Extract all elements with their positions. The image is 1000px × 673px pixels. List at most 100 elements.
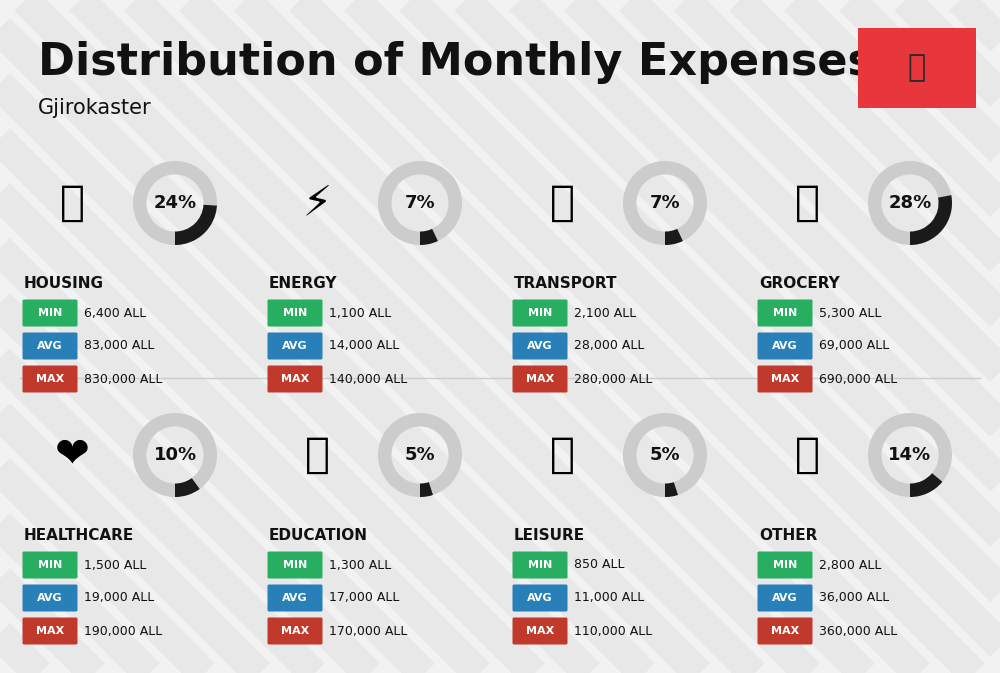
Wedge shape [623,161,707,245]
Text: 17,000 ALL: 17,000 ALL [329,592,399,604]
Text: 110,000 ALL: 110,000 ALL [574,625,652,637]
Text: MIN: MIN [528,560,552,570]
Text: 7%: 7% [405,194,435,212]
Text: 5,300 ALL: 5,300 ALL [819,306,881,320]
FancyBboxPatch shape [512,584,568,612]
Text: 👜: 👜 [794,434,820,476]
Text: AVG: AVG [37,593,63,603]
Text: LEISURE: LEISURE [514,528,585,543]
Text: 2,100 ALL: 2,100 ALL [574,306,636,320]
FancyBboxPatch shape [758,584,812,612]
FancyBboxPatch shape [268,618,322,645]
Text: 19,000 ALL: 19,000 ALL [84,592,154,604]
Wedge shape [378,413,462,497]
Text: 24%: 24% [153,194,197,212]
Text: MAX: MAX [526,626,554,636]
Text: 140,000 ALL: 140,000 ALL [329,372,407,386]
Text: MAX: MAX [281,374,309,384]
Wedge shape [623,413,707,497]
Text: 28%: 28% [888,194,932,212]
Text: 🎓: 🎓 [304,434,330,476]
Text: HEALTHCARE: HEALTHCARE [24,528,134,543]
FancyBboxPatch shape [268,365,322,392]
FancyBboxPatch shape [22,299,78,326]
Text: Distribution of Monthly Expenses: Distribution of Monthly Expenses [38,40,874,83]
Text: MAX: MAX [36,626,64,636]
Text: 5%: 5% [405,446,435,464]
Text: AVG: AVG [527,341,553,351]
Text: 🏢: 🏢 [60,182,84,224]
FancyBboxPatch shape [512,551,568,579]
Text: 830,000 ALL: 830,000 ALL [84,372,162,386]
Text: MIN: MIN [38,308,62,318]
FancyBboxPatch shape [858,28,976,108]
Wedge shape [133,161,217,245]
FancyBboxPatch shape [22,551,78,579]
Text: 170,000 ALL: 170,000 ALL [329,625,407,637]
Text: GROCERY: GROCERY [759,276,840,291]
FancyBboxPatch shape [512,618,568,645]
Text: 36,000 ALL: 36,000 ALL [819,592,889,604]
Wedge shape [420,482,433,497]
Text: 🚌: 🚌 [550,182,574,224]
Text: AVG: AVG [282,341,308,351]
Text: TRANSPORT: TRANSPORT [514,276,618,291]
Text: EDUCATION: EDUCATION [269,528,368,543]
Text: MAX: MAX [771,374,799,384]
Text: OTHER: OTHER [759,528,817,543]
Wedge shape [665,482,678,497]
Text: 83,000 ALL: 83,000 ALL [84,339,154,353]
FancyBboxPatch shape [268,299,322,326]
Text: AVG: AVG [772,341,798,351]
Wedge shape [910,195,952,245]
Text: MIN: MIN [283,308,307,318]
Text: Gjirokaster: Gjirokaster [38,98,152,118]
Text: MIN: MIN [38,560,62,570]
FancyBboxPatch shape [22,332,78,359]
FancyBboxPatch shape [512,365,568,392]
Text: MAX: MAX [526,374,554,384]
Text: MIN: MIN [283,560,307,570]
FancyBboxPatch shape [22,618,78,645]
Text: 6,400 ALL: 6,400 ALL [84,306,146,320]
Text: ⚡: ⚡ [302,182,332,224]
Wedge shape [910,473,942,497]
FancyBboxPatch shape [268,332,322,359]
Text: 🛍️: 🛍️ [550,434,574,476]
Text: 🛒: 🛒 [794,182,820,224]
Wedge shape [378,161,462,245]
Text: 28,000 ALL: 28,000 ALL [574,339,644,353]
FancyBboxPatch shape [268,551,322,579]
Text: 11,000 ALL: 11,000 ALL [574,592,644,604]
Text: 14%: 14% [888,446,932,464]
Text: 5%: 5% [650,446,680,464]
Wedge shape [175,478,200,497]
Text: 1,100 ALL: 1,100 ALL [329,306,391,320]
Wedge shape [133,413,217,497]
Text: 690,000 ALL: 690,000 ALL [819,372,897,386]
Text: MIN: MIN [528,308,552,318]
Text: 7%: 7% [650,194,680,212]
Text: 10%: 10% [153,446,197,464]
Wedge shape [175,205,217,245]
Text: 190,000 ALL: 190,000 ALL [84,625,162,637]
Text: 1,500 ALL: 1,500 ALL [84,559,146,571]
Text: 2,800 ALL: 2,800 ALL [819,559,881,571]
Wedge shape [868,413,952,497]
Text: MIN: MIN [773,308,797,318]
FancyBboxPatch shape [758,365,812,392]
Text: 🦅: 🦅 [908,53,926,83]
FancyBboxPatch shape [758,332,812,359]
FancyBboxPatch shape [758,299,812,326]
Wedge shape [665,229,683,245]
Text: AVG: AVG [527,593,553,603]
FancyBboxPatch shape [758,551,812,579]
Text: HOUSING: HOUSING [24,276,104,291]
Wedge shape [420,229,438,245]
Text: 1,300 ALL: 1,300 ALL [329,559,391,571]
FancyBboxPatch shape [512,332,568,359]
Text: AVG: AVG [772,593,798,603]
Text: 69,000 ALL: 69,000 ALL [819,339,889,353]
FancyBboxPatch shape [512,299,568,326]
Text: MAX: MAX [771,626,799,636]
